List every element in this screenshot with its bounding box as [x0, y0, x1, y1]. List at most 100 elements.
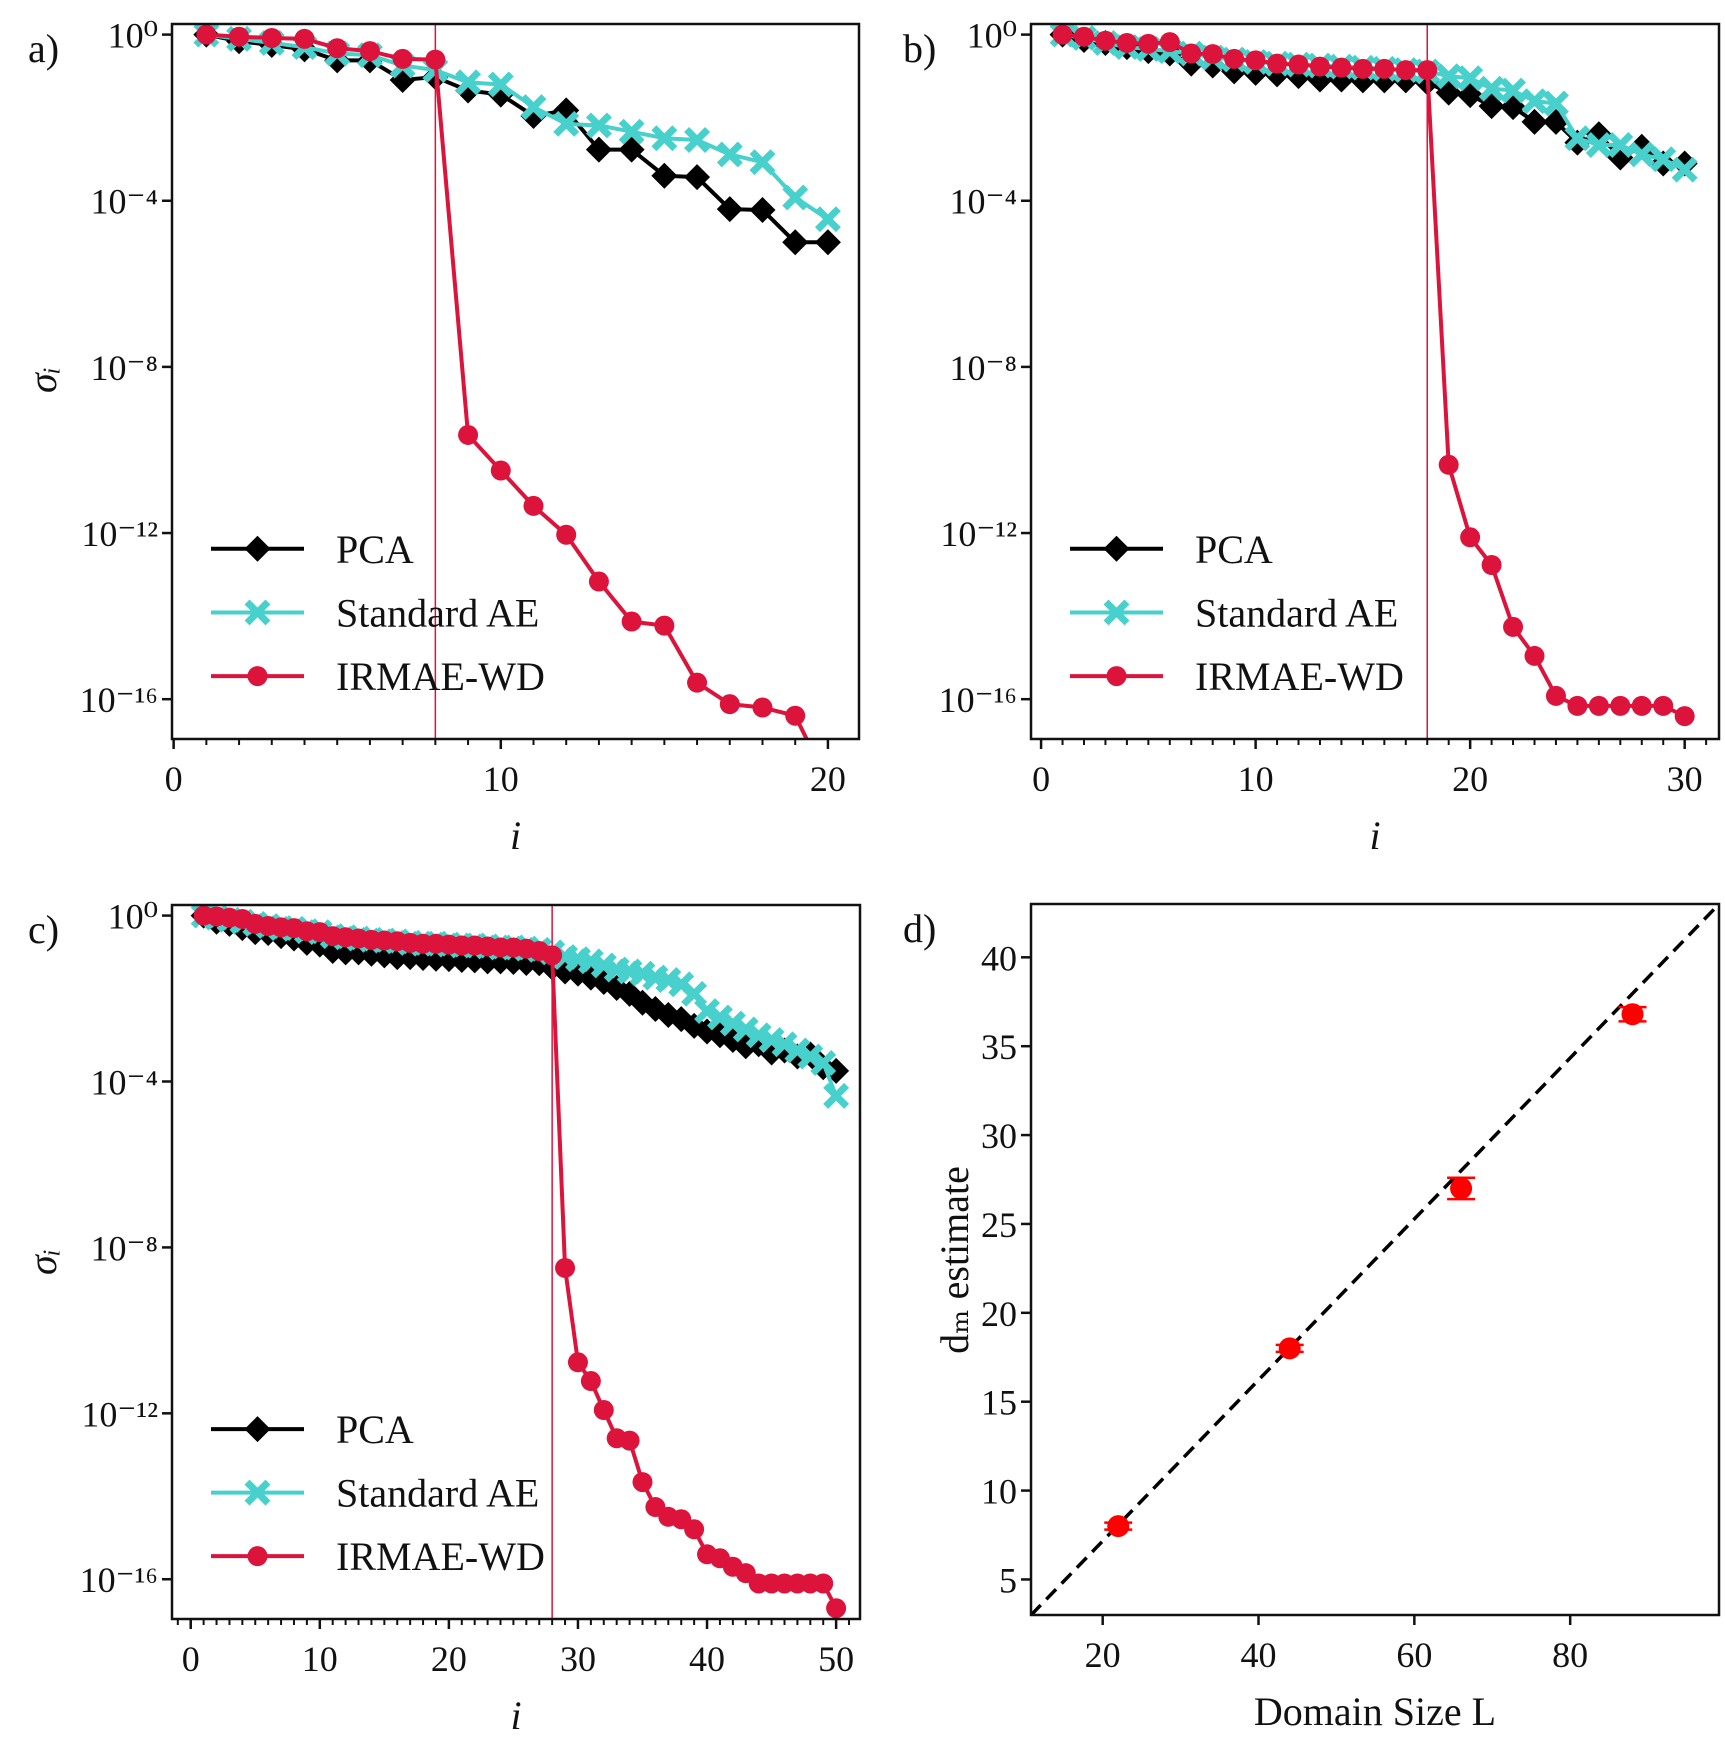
axes-frame — [170, 22, 861, 741]
data-point — [1275, 1337, 1304, 1360]
x-marker — [1607, 132, 1634, 158]
circle-marker — [1224, 48, 1245, 69]
x-marker — [684, 127, 711, 153]
diamond-marker — [814, 229, 841, 256]
circle-marker — [752, 697, 773, 718]
circle-marker — [632, 1472, 653, 1493]
circle-marker — [1267, 53, 1288, 74]
circle-marker — [1052, 24, 1073, 45]
x-marker — [553, 110, 580, 137]
x-marker — [814, 206, 841, 233]
series-irmae-wd — [1052, 24, 1695, 727]
y-tick-label: 10⁻¹² — [940, 514, 1017, 554]
circle-marker — [813, 1573, 834, 1594]
y-tick-label: 10⁻⁴ — [90, 182, 158, 222]
diamond-marker — [244, 535, 271, 562]
circle-marker — [1309, 56, 1330, 77]
circle-marker — [359, 41, 380, 62]
x-tick-label: 30 — [1667, 759, 1703, 799]
y-tick-label: 10⁻¹⁶ — [80, 680, 158, 720]
circle-marker — [1653, 695, 1674, 716]
axes-frame — [1029, 902, 1721, 1617]
reference-line — [1031, 904, 1719, 1615]
y-tick-label: 10⁻⁸ — [949, 348, 1017, 388]
panel-d: 20 40 60 80 5 10 15 20 25 30 35 40 d) Domain Size L dₘ… — [903, 902, 1721, 1734]
panel-label: b) — [903, 26, 936, 71]
diamond-marker — [651, 162, 678, 189]
y-tick-label: 15 — [981, 1383, 1017, 1423]
legend-label: IRMAE-WD — [336, 654, 545, 699]
legend-entry: Standard AE — [211, 590, 539, 635]
x-marker — [716, 141, 743, 168]
circle-marker — [523, 495, 544, 516]
x-axis-label: Domain Size L — [1254, 1689, 1496, 1734]
legend: PCA Standard AE IRMAE-WD — [211, 527, 545, 699]
circle-marker — [580, 1371, 601, 1392]
axes-frame — [170, 903, 862, 1621]
x-marker — [782, 184, 809, 211]
x-marker — [1628, 141, 1655, 168]
legend-label: IRMAE-WD — [1195, 654, 1404, 699]
circle-marker — [1331, 57, 1352, 78]
circle-marker — [196, 24, 217, 45]
series-standard-ae — [193, 24, 841, 233]
y-tick-label: 10⁻¹² — [81, 1394, 158, 1434]
y-axis-label: dₘ estimate — [932, 1166, 977, 1354]
data-point — [1447, 1176, 1476, 1201]
x-tick-label: 40 — [689, 1639, 725, 1679]
y-tick-label: 10⁰ — [108, 897, 158, 937]
plot-area — [1049, 24, 1698, 739]
x-marker — [823, 1082, 850, 1109]
x-marker — [487, 71, 514, 98]
circle-marker — [826, 1598, 847, 1619]
x-tick-label: 0 — [165, 759, 183, 799]
y-tick-label: 10⁻⁴ — [90, 1063, 158, 1103]
diamond-marker — [716, 196, 743, 223]
y-tick-label: 40 — [981, 938, 1017, 978]
point-marker — [1278, 1337, 1301, 1360]
circle-marker — [1460, 527, 1481, 548]
panel-label: d) — [903, 906, 936, 951]
circle-marker — [556, 524, 577, 545]
circle-marker — [1138, 33, 1159, 54]
legend: PCA Standard AE IRMAE-WD — [1070, 527, 1404, 699]
y-tick-label: 20 — [981, 1294, 1017, 1334]
x-marker — [651, 125, 678, 152]
y-tick-label: 10⁻¹⁶ — [80, 1560, 158, 1600]
circle-marker — [1116, 32, 1137, 53]
series-irmae-wd — [193, 905, 847, 1619]
circle-marker — [1095, 30, 1116, 51]
circle-marker — [555, 1257, 576, 1278]
legend-entry: PCA — [211, 527, 414, 572]
legend-entry: PCA — [1070, 527, 1273, 572]
x-tick-label: 80 — [1552, 1635, 1588, 1675]
legend-entry: Standard AE — [1070, 590, 1398, 635]
x-marker — [1543, 90, 1569, 117]
y-tick-label: 35 — [981, 1027, 1017, 1067]
legend-entry: PCA — [211, 1407, 414, 1452]
legend-label: PCA — [1195, 527, 1273, 572]
x-axis-label: i — [510, 813, 521, 858]
diamond-marker — [655, 1002, 682, 1029]
panel-c: 0 10 20 30 40 50 10⁰ 10⁻⁴ 10⁻⁸ 10⁻¹² 10⁻¹⁶ PCA Stand… — [20, 897, 862, 1738]
diamond-marker — [668, 1006, 695, 1033]
circle-marker — [619, 1430, 640, 1451]
plot-area — [193, 24, 841, 739]
y-axis-label: σᵢ — [20, 1249, 65, 1275]
x-marker — [1478, 75, 1505, 102]
panel-label: a) — [28, 26, 59, 71]
circle-marker — [1106, 666, 1127, 687]
panel-label: c) — [28, 907, 59, 952]
x-marker — [1671, 156, 1698, 183]
x-marker — [1585, 132, 1612, 158]
y-tick-label: 10⁻¹⁶ — [939, 680, 1017, 720]
y-tick-label: 10⁻⁴ — [949, 182, 1017, 222]
panel-b: 0 10 20 30 10⁰ 10⁻⁴ 10⁻⁸ 10⁻¹² 10⁻¹⁶ PCA Standard … — [903, 16, 1721, 858]
circle-marker — [719, 694, 740, 715]
diamond-marker — [749, 196, 776, 223]
diamond-marker — [244, 1416, 271, 1443]
circle-marker — [588, 571, 609, 592]
y-tick-label: 10⁻⁸ — [90, 348, 158, 388]
diamond-marker — [618, 136, 645, 163]
circle-marker — [294, 28, 315, 49]
